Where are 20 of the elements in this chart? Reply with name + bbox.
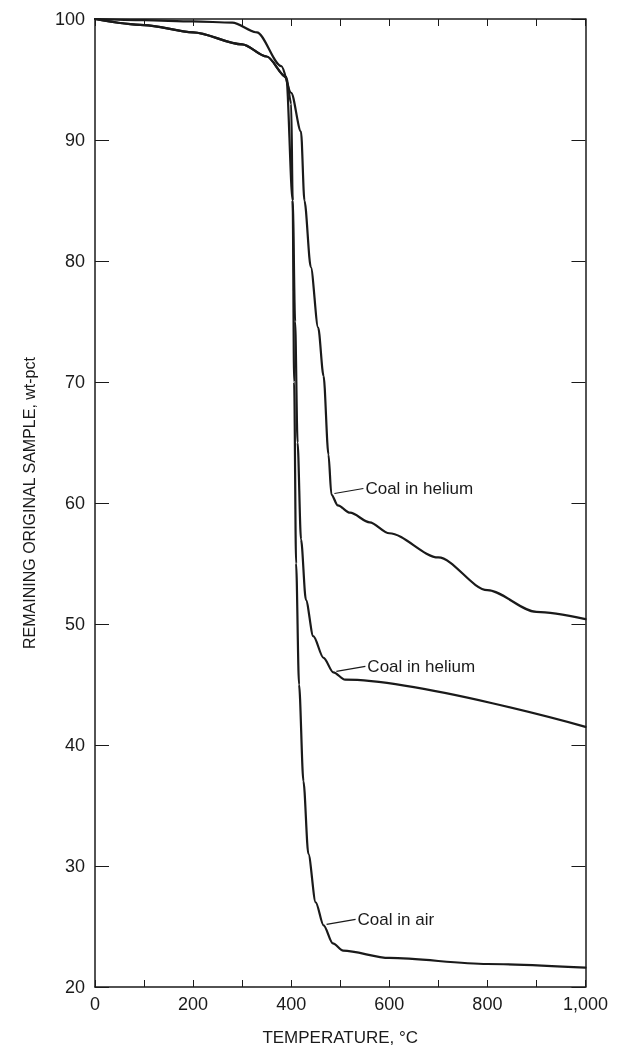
y-tick-label: 90 (64, 130, 85, 150)
x-tick-label: 400 (276, 994, 307, 1014)
y-tick-label: 100 (54, 9, 85, 29)
y-tick-label: 80 (64, 251, 85, 271)
x-tick-label: 200 (178, 994, 209, 1014)
annotation: Coal in helium (365, 479, 474, 499)
y-tick-label: 30 (64, 856, 85, 876)
x-tick-label: 0 (89, 994, 101, 1014)
x-tick-label: 800 (472, 994, 503, 1014)
y-tick-label: 50 (64, 614, 85, 634)
x-tick-label: 1,000 (562, 994, 608, 1014)
annotation: Coal in air (357, 909, 435, 929)
annotation: Coal in helium (367, 656, 476, 676)
x-axis-title: TEMPERATURE, °C (262, 1028, 419, 1047)
y-axis-title: REMAINING ORIGINAL SAMPLE, wt-pct (20, 356, 38, 649)
y-tick-label: 40 (64, 735, 85, 755)
y-tick-label: 70 (64, 372, 85, 392)
y-tick-label: 20 (64, 977, 85, 997)
y-tick-label: 60 (64, 493, 85, 513)
x-tick-label: 600 (374, 994, 405, 1014)
